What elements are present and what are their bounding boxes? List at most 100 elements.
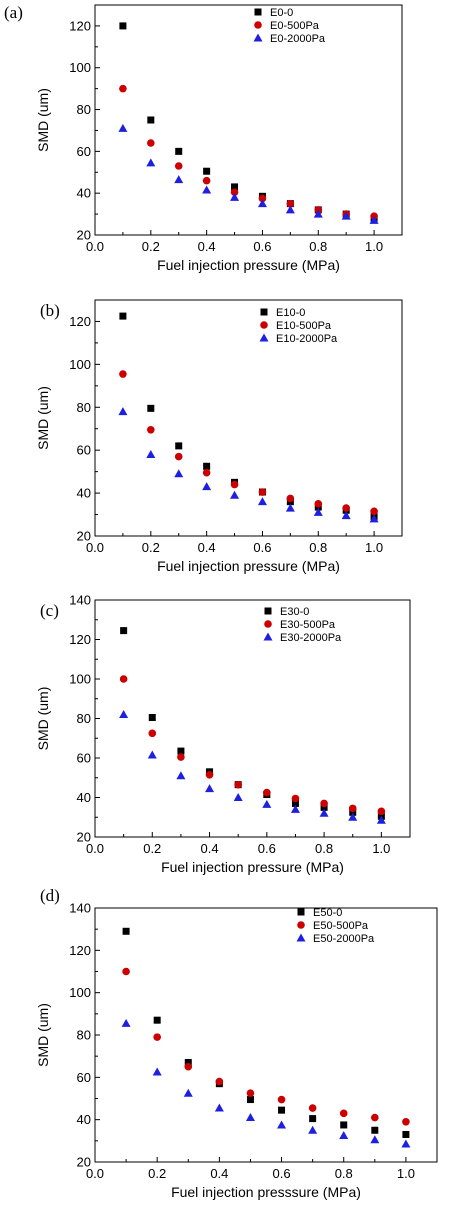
- plot-frame: [94, 599, 411, 838]
- series-E0-500Pa: [119, 84, 378, 220]
- legend-marker: [297, 908, 305, 916]
- data-point: [369, 215, 379, 224]
- legend-label: E0-0: [270, 7, 293, 19]
- legend-label: E30-500Pa: [280, 619, 336, 631]
- data-point: [174, 452, 183, 461]
- data-point: [177, 753, 185, 761]
- data-point: [230, 188, 239, 196]
- data-point: [290, 804, 300, 813]
- legend-marker: [297, 921, 305, 929]
- legend-label: E0-2000Pa: [270, 33, 326, 45]
- data-point: [174, 175, 184, 184]
- data-point: [370, 507, 378, 516]
- data-point: [402, 1117, 410, 1126]
- data-point: [202, 482, 212, 491]
- data-point: [146, 449, 156, 458]
- y-tick-label: 120: [69, 18, 91, 33]
- chart-panel-3: (c) 0.0 0.2 0.4 0.6 0.8 1.0 20 40 60 80 100 120 140 Fu…: [35, 593, 411, 875]
- x-tick-label: 0.8: [309, 540, 327, 555]
- plot-frame: [94, 299, 403, 537]
- x-tick-label: 0.0: [86, 1166, 104, 1181]
- data-point: [377, 807, 386, 816]
- plot-frame: [94, 907, 438, 1163]
- x-axis-title: Fuel injection pressure (MPa): [157, 257, 340, 273]
- x-tick-label: 0.2: [143, 841, 161, 856]
- data-point: [348, 812, 358, 821]
- legend-label: E10-2000Pa: [276, 333, 338, 345]
- panel-label: (a): [4, 3, 23, 22]
- data-point: [148, 729, 157, 738]
- data-point: [119, 710, 129, 719]
- series-E10-500Pa: [119, 370, 378, 516]
- data-point: [203, 167, 211, 175]
- y-tick-label: 20: [77, 228, 91, 243]
- x-tick-label: 0.4: [201, 841, 219, 856]
- series-E50-0: [122, 927, 410, 1138]
- data-point: [320, 799, 328, 808]
- chart-panel-1: (a) 0.0 0.2 0.4 0.6 0.8 1.0 20 40 60 80 100 120 Fuel …: [4, 3, 403, 273]
- x-tick-label: 0.4: [198, 540, 216, 555]
- y-tick-label: 100: [69, 357, 91, 372]
- x-tick-label: 0.2: [148, 1166, 166, 1181]
- x-axis-title: Fuel injection pressure (MPa): [161, 859, 344, 875]
- data-point: [148, 714, 156, 722]
- y-axis-title: SMD (um): [35, 386, 51, 450]
- data-point: [245, 1113, 255, 1122]
- data-point: [203, 462, 211, 470]
- data-point: [205, 784, 215, 793]
- data-point: [233, 793, 243, 801]
- y-tick-label: 120: [69, 314, 91, 329]
- panel-label: (c): [40, 601, 59, 620]
- data-point: [184, 1059, 192, 1067]
- data-point: [230, 480, 239, 489]
- data-point: [202, 176, 211, 185]
- y-tick-label: 40: [77, 486, 91, 501]
- data-point: [309, 1115, 317, 1123]
- series-E10-0: [119, 312, 378, 521]
- data-point: [119, 312, 127, 320]
- data-point: [277, 1120, 287, 1129]
- series-E50-2000Pa: [121, 1018, 411, 1148]
- data-point: [349, 808, 357, 816]
- data-point: [230, 490, 240, 499]
- legend-label: E30-0: [280, 606, 309, 618]
- x-tick-label: 0.0: [86, 239, 104, 254]
- data-point: [119, 22, 127, 30]
- y-tick-label: 80: [77, 711, 91, 726]
- y-tick-label: 140: [69, 593, 91, 608]
- data-point: [348, 804, 357, 813]
- data-point: [231, 183, 239, 191]
- x-tick-label: 0.8: [335, 1166, 353, 1181]
- y-tick-label: 60: [77, 751, 91, 766]
- data-point: [369, 514, 379, 523]
- x-axis-title: Fuel injection pressure (MPa): [157, 558, 340, 574]
- data-point: [285, 205, 295, 214]
- y-tick-label: 60: [77, 144, 91, 159]
- legend-marker: [254, 21, 262, 29]
- data-point: [313, 209, 323, 218]
- data-point: [120, 627, 128, 635]
- data-point: [234, 780, 242, 789]
- data-point: [320, 803, 328, 811]
- x-tick-label: 1.0: [372, 841, 390, 856]
- y-tick-label: 120: [69, 943, 91, 958]
- data-point: [177, 747, 185, 755]
- data-point: [286, 494, 295, 503]
- data-point: [147, 404, 155, 412]
- legend-label: E50-2000Pa: [313, 933, 375, 945]
- data-point: [258, 194, 267, 203]
- y-tick-label: 100: [69, 60, 91, 75]
- y-tick-label: 80: [77, 1028, 91, 1043]
- data-point: [257, 199, 267, 208]
- x-tick-label: 0.4: [210, 1166, 228, 1181]
- data-point: [370, 1135, 380, 1144]
- data-point: [339, 1131, 349, 1140]
- data-point: [308, 1125, 318, 1134]
- legend-label: E10-500Pa: [276, 320, 332, 332]
- y-tick-label: 40: [77, 186, 91, 201]
- data-point: [308, 1104, 317, 1112]
- data-point: [183, 1088, 193, 1097]
- data-point: [122, 927, 130, 935]
